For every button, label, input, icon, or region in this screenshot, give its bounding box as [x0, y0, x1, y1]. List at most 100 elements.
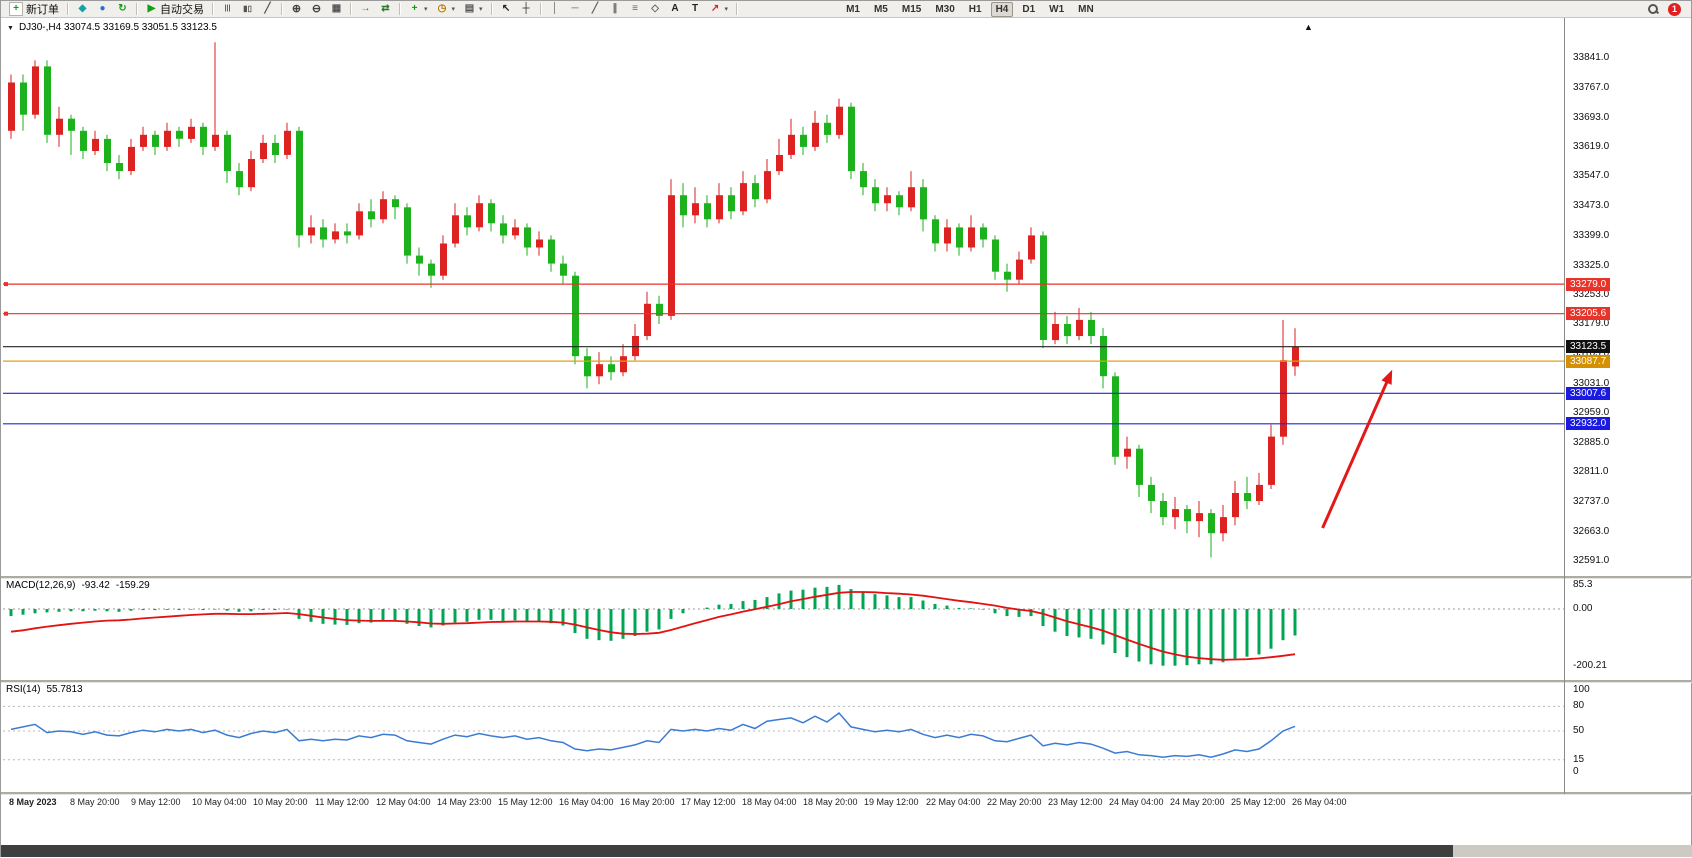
tile-windows-button[interactable]: ▦: [327, 1, 346, 18]
cursor-button[interactable]: ↖: [497, 1, 516, 18]
timeframe-buttons: M1 M5 M15 M30 H1 H4 D1 W1 MN: [841, 1, 1099, 17]
candle: [752, 175, 759, 208]
tile-icon: ▦: [331, 3, 342, 14]
candle: [1148, 476, 1155, 514]
scrollbar-thumb[interactable]: [1, 845, 1453, 857]
zoom-out-button[interactable]: ⊖: [307, 1, 326, 18]
macd-panel[interactable]: [3, 578, 1564, 680]
line-anchor-handle[interactable]: [4, 311, 8, 316]
horizontal-line-button[interactable]: ─: [566, 1, 585, 18]
toolbar-right: 1: [1647, 2, 1687, 16]
timeframe-h1-button[interactable]: H1: [968, 3, 982, 15]
dropdown-caret-icon: ▾: [724, 6, 729, 13]
candlestick-chart-button[interactable]: ▮▯: [238, 1, 257, 18]
auto-scroll-button[interactable]: →: [356, 1, 375, 18]
bar-chart-button[interactable]: |||: [218, 1, 237, 18]
candle: [560, 255, 567, 284]
candle: [536, 231, 543, 256]
zoom-in-button[interactable]: ⊕: [287, 1, 306, 18]
panel-separator[interactable]: [1, 576, 1692, 579]
shapes-icon: ◇: [651, 3, 659, 14]
candle: [716, 183, 723, 224]
periods-button[interactable]: ◷ ▾: [433, 1, 460, 18]
panel-separator[interactable]: [1, 792, 1692, 795]
rsi-axis-label: 80: [1573, 700, 1585, 711]
indicators-button[interactable]: + ▾: [405, 1, 432, 18]
horizontal-scrollbar[interactable]: [1, 845, 1692, 857]
main-price-chart[interactable]: [3, 34, 1564, 576]
rsi-panel[interactable]: [3, 682, 1564, 792]
price-axis-label: 33179.0: [1573, 318, 1610, 329]
candle: [428, 259, 435, 288]
collapse-caret-icon[interactable]: [7, 22, 14, 33]
crosshair-button[interactable]: ┼: [517, 1, 536, 18]
timeframe-m5-button[interactable]: M5: [873, 3, 888, 15]
arrow-annotation[interactable]: [1321, 376, 1391, 529]
timeframe-h4-button[interactable]: H4: [990, 1, 1014, 17]
candle: [1280, 319, 1287, 445]
profile-button[interactable]: ●: [93, 1, 112, 18]
timeframe-m30-button[interactable]: M30: [935, 3, 955, 15]
timeframe-mn-button[interactable]: MN: [1078, 3, 1094, 15]
dropdown-caret-icon: ▾: [424, 6, 428, 13]
candle: [452, 203, 459, 248]
time-axis-label: 10 May 04:00: [192, 797, 247, 807]
chart-shift-marker-icon[interactable]: [1304, 22, 1313, 32]
text-label-button[interactable]: T: [686, 1, 705, 18]
line-chart-button[interactable]: ╱: [258, 1, 277, 18]
vertical-line-button[interactable]: │: [546, 1, 565, 18]
refresh-button[interactable]: ↻: [113, 1, 132, 18]
macd-axis-label: 0.00: [1573, 603, 1593, 614]
timeframe-m1-button[interactable]: M1: [846, 3, 860, 15]
charts-button[interactable]: ◆: [73, 1, 92, 18]
price-axis-label: 33619.0: [1573, 141, 1610, 152]
price-axis-label: 33767.0: [1573, 82, 1610, 93]
candle: [896, 191, 903, 216]
candle: [440, 235, 447, 280]
price-axis-label: 32811.0: [1573, 466, 1609, 477]
timeframe-m15-button[interactable]: M15: [901, 3, 922, 15]
candle: [164, 122, 171, 151]
trendline-button[interactable]: ╱: [586, 1, 605, 18]
line-anchor-handle[interactable]: [4, 282, 8, 287]
text-button[interactable]: A: [666, 1, 685, 18]
candle: [1040, 231, 1047, 349]
candle: [392, 195, 399, 220]
price-axis-border: [1564, 18, 1565, 794]
toolbar-separator: [490, 3, 493, 15]
dropdown-caret-icon: ▾: [479, 6, 483, 13]
time-axis-label: 17 May 12:00: [681, 797, 736, 807]
autotrading-button[interactable]: ▶ 自动交易: [142, 1, 208, 18]
person-icon: ●: [99, 3, 106, 14]
candle: [248, 150, 255, 192]
macd-name: MACD(12,26,9): [6, 580, 76, 591]
candle: [464, 207, 471, 236]
arrows-button[interactable]: ↗ ▾: [706, 1, 733, 18]
channel-button[interactable]: ∥: [606, 1, 625, 18]
candle: [1088, 311, 1095, 345]
new-order-button[interactable]: + 新订单: [5, 1, 63, 18]
candle: [500, 215, 507, 244]
chart-shift-button[interactable]: ⇄: [376, 1, 395, 18]
time-axis-label: 16 May 20:00: [620, 797, 675, 807]
notification-badge[interactable]: 1: [1668, 2, 1681, 16]
time-axis-label: 10 May 20:00: [253, 797, 308, 807]
candle: [572, 271, 579, 365]
panel-separator[interactable]: [1, 680, 1692, 683]
timeframe-d1-button[interactable]: D1: [1022, 3, 1036, 15]
candle: [728, 187, 735, 220]
time-axis[interactable]: 8 May 2023 8 May 20:00 9 May 12:00 10 May 0…: [1, 795, 1692, 811]
price-axis[interactable]: 33841.0 33767.0 33693.0 33619.0 33547.0 33473…: [1565, 1, 1692, 858]
candle: [1004, 263, 1011, 292]
compass-icon: ◆: [78, 3, 87, 14]
fibonacci-button[interactable]: ≡: [626, 1, 645, 18]
templates-button[interactable]: ▤ ▾: [460, 1, 487, 18]
time-axis-label: 22 May 20:00: [987, 797, 1042, 807]
timeframe-w1-button[interactable]: W1: [1049, 3, 1065, 15]
shapes-button[interactable]: ◇: [646, 1, 665, 18]
candle: [344, 223, 351, 244]
channel-icon: ∥: [612, 3, 618, 14]
cursor-icon: ↖: [501, 3, 511, 14]
search-icon[interactable]: [1647, 3, 1659, 15]
autotrading-button-label: 自动交易: [160, 4, 204, 16]
